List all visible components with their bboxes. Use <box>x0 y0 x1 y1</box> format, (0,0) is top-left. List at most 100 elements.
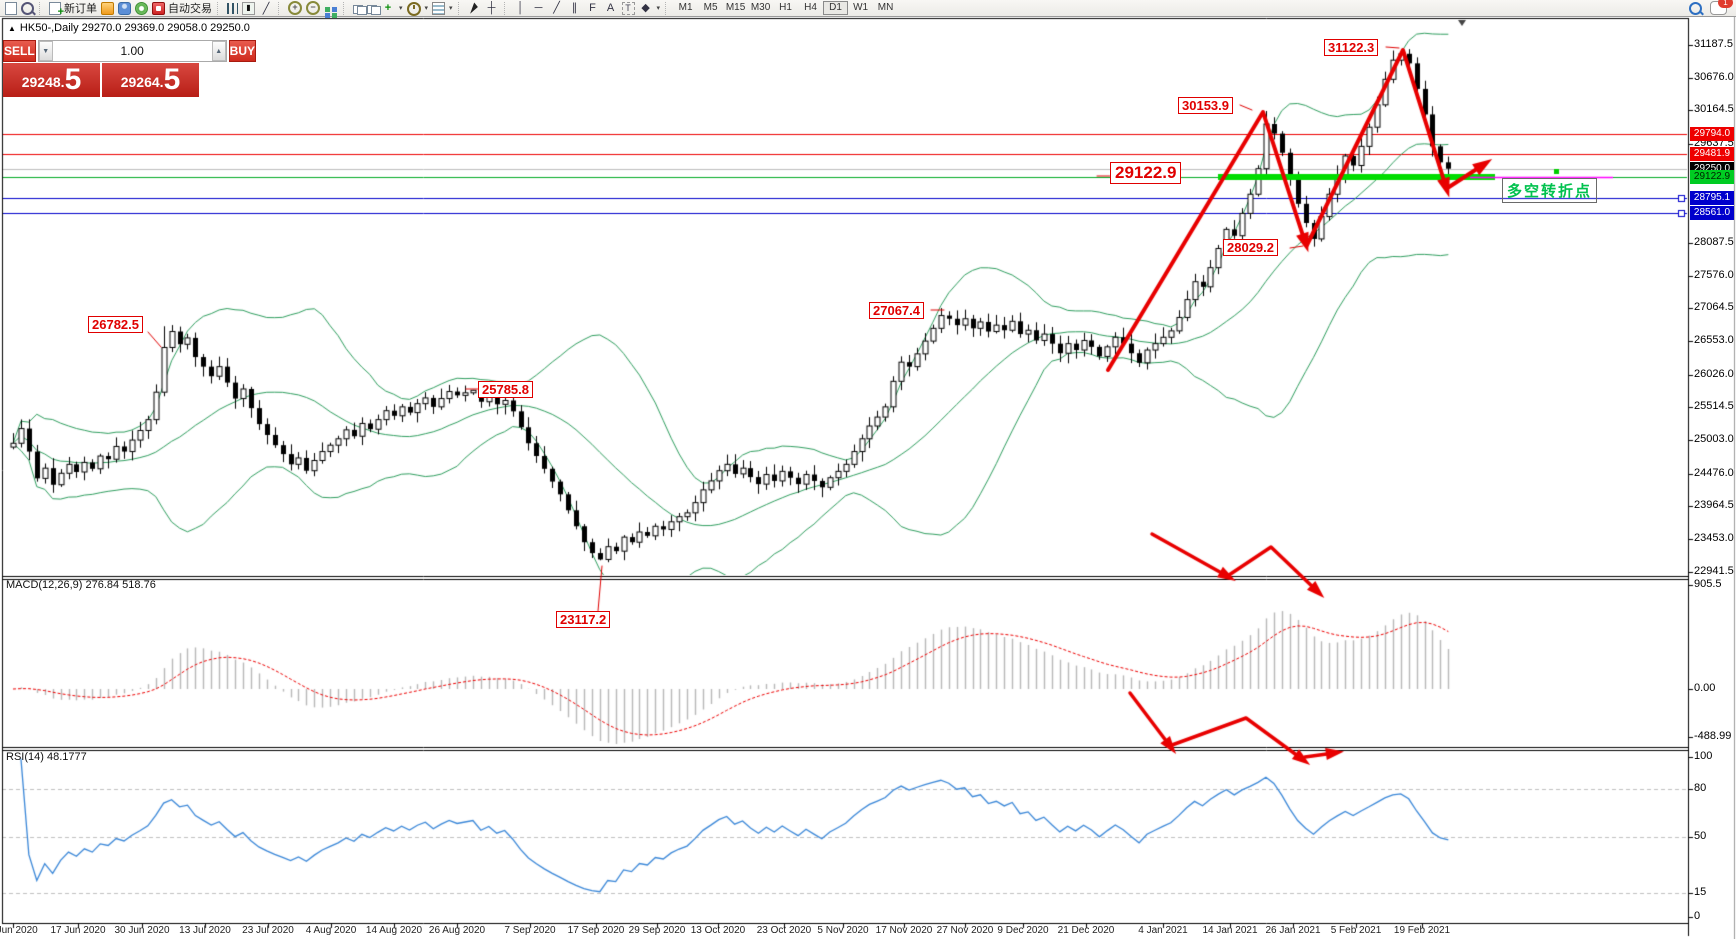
buy-price-button[interactable]: 29264. 5 <box>102 63 199 97</box>
autotrading-button[interactable]: 自动交易 <box>150 1 214 16</box>
indicators-button[interactable]: + ▾ <box>379 1 405 16</box>
price-annotation-label[interactable]: 28029.2 <box>1223 239 1278 256</box>
text-icon: A <box>606 1 615 14</box>
timeframe-h4[interactable]: H4 <box>804 2 817 13</box>
main-toolbar: 新订单 自动交易 ▮ ╱ + − +▾ ▾ ▾ ┼ │ ─ ╱ ∥ F A T … <box>0 0 1736 19</box>
one-click-trade-panel: SELL ▼ ▲ BUY 29248.5 29264.5 <box>3 40 257 97</box>
new-chart-button[interactable] <box>3 1 19 16</box>
sell-price-button[interactable]: 29248. 5 <box>3 63 100 97</box>
tile-windows-button[interactable] <box>322 1 340 16</box>
chart-shift-button[interactable] <box>365 1 381 16</box>
timeframe-m5[interactable]: M5 <box>703 2 718 13</box>
channel-tool[interactable]: ∥ <box>566 1 584 16</box>
separator <box>39 1 44 15</box>
price-annotation-label[interactable]: 23117.2 <box>556 611 611 628</box>
templates-button[interactable]: ▾ <box>430 1 455 16</box>
shapes-tool[interactable]: ◆ ▾ <box>637 1 663 16</box>
separator <box>665 1 670 15</box>
profiles-button[interactable] <box>19 1 36 16</box>
metaeditor-icon <box>101 2 114 15</box>
bar-chart-button[interactable] <box>225 1 240 16</box>
volume-decrease-button[interactable]: ▼ <box>38 41 53 61</box>
separator <box>278 1 283 15</box>
crosshair-icon: ┼ <box>487 1 496 14</box>
signals-button[interactable] <box>133 1 150 16</box>
fibonacci-icon: F <box>589 1 596 14</box>
new-order-button[interactable]: 新订单 <box>47 1 99 19</box>
symbol-ohlc-text: HK50-,Daily 29270.0 29369.0 29058.0 2925… <box>19 22 250 34</box>
timeframe-m1[interactable]: M1 <box>678 2 693 13</box>
turning-point-note[interactable]: 多空转折点 <box>1502 178 1598 203</box>
sell-price-main: 29248 <box>21 74 61 90</box>
trendline-icon: ╱ <box>553 1 560 14</box>
fibonacci-tool[interactable]: F <box>584 1 602 16</box>
crosshair-tool-button[interactable]: ┼ <box>483 1 501 16</box>
separator <box>343 1 348 15</box>
price-annotation-label[interactable]: 25785.8 <box>478 381 533 398</box>
toolbar-right: 1 <box>1689 0 1733 15</box>
new-chart-icon <box>5 2 17 15</box>
separator <box>503 1 509 15</box>
volume-control: ▼ ▲ <box>37 40 227 62</box>
timeframe-mn[interactable]: MN <box>877 2 894 13</box>
sell-price-dot: . <box>60 74 65 90</box>
horizontal-line-icon: ─ <box>534 1 543 14</box>
separator <box>217 1 222 15</box>
auto-arrange-button[interactable] <box>351 1 367 16</box>
horizontal-line-tool[interactable]: ─ <box>530 1 548 16</box>
search-icon[interactable] <box>1689 2 1702 15</box>
cursor-tool-button[interactable] <box>466 1 483 16</box>
volume-input[interactable] <box>52 41 212 61</box>
timeframe-d1[interactable]: D1 <box>823 1 849 15</box>
auto-arrange-icon <box>353 4 367 15</box>
metaeditor-button[interactable] <box>99 1 116 16</box>
price-annotation-label[interactable]: 29122.9 <box>1110 162 1182 184</box>
template-icon <box>432 2 446 15</box>
cursor-icon <box>469 2 479 15</box>
rsi-indicator-label: RSI(14) 48.1777 <box>6 751 87 763</box>
buy-button[interactable]: BUY <box>228 40 257 62</box>
chevron-down-icon: ▾ <box>449 5 453 12</box>
zoom-out-button[interactable]: − <box>304 1 322 16</box>
price-annotation-label[interactable]: 27067.4 <box>869 302 924 319</box>
clock-icon <box>406 1 421 16</box>
price-annotation-label[interactable]: 30153.9 <box>1178 97 1233 114</box>
autotrading-icon <box>152 2 165 15</box>
text-tool[interactable]: A <box>602 1 620 16</box>
candlestick-chart-icon: ▮ <box>242 2 255 15</box>
zoom-in-icon: + <box>288 1 302 15</box>
timeframe-m15[interactable]: M15 <box>725 2 746 13</box>
timeframe-w1[interactable]: W1 <box>853 2 869 13</box>
separator <box>457 1 463 15</box>
signals-icon <box>135 2 148 15</box>
periods-button[interactable]: ▾ <box>405 1 431 16</box>
price-annotation-label[interactable]: 31122.3 <box>1324 39 1379 56</box>
vertical-line-tool[interactable]: │ <box>512 1 530 16</box>
line-chart-button[interactable]: ╱ <box>257 1 275 16</box>
timeframe-h1[interactable]: H1 <box>779 2 792 13</box>
chevron-down-icon: ▾ <box>399 5 403 12</box>
zoom-in-button[interactable]: + <box>286 1 304 16</box>
timeframe-m30[interactable]: M30 <box>750 2 771 13</box>
buy-price-big-digit: 5 <box>163 63 181 96</box>
price-annotation-label[interactable]: 26782.5 <box>88 316 143 333</box>
text-label-tool[interactable]: T <box>620 1 637 16</box>
new-order-label: 新订单 <box>64 3 97 15</box>
chart-header: ▲ HK50-,Daily 29270.0 29369.0 29058.0 292… <box>8 22 250 34</box>
market-icon <box>118 2 131 15</box>
shapes-icon: ◆ <box>641 1 650 14</box>
candlestick-chart-button[interactable]: ▮ <box>240 1 257 16</box>
market-button[interactable] <box>116 1 133 16</box>
add-indicator-icon: + <box>384 1 392 14</box>
chat-button[interactable]: 1 <box>1710 0 1733 15</box>
sell-price-big-digit: 5 <box>64 63 82 96</box>
trendline-tool[interactable]: ╱ <box>548 1 566 16</box>
sell-button[interactable]: SELL <box>3 40 36 62</box>
profiles-icon <box>21 2 34 15</box>
volume-increase-button[interactable]: ▲ <box>211 41 226 61</box>
chart-shift-icon <box>367 4 381 15</box>
line-chart-icon: ╱ <box>262 1 270 15</box>
notification-badge: 1 <box>1718 0 1733 8</box>
collapse-triangle-icon[interactable]: ▲ <box>8 24 16 33</box>
